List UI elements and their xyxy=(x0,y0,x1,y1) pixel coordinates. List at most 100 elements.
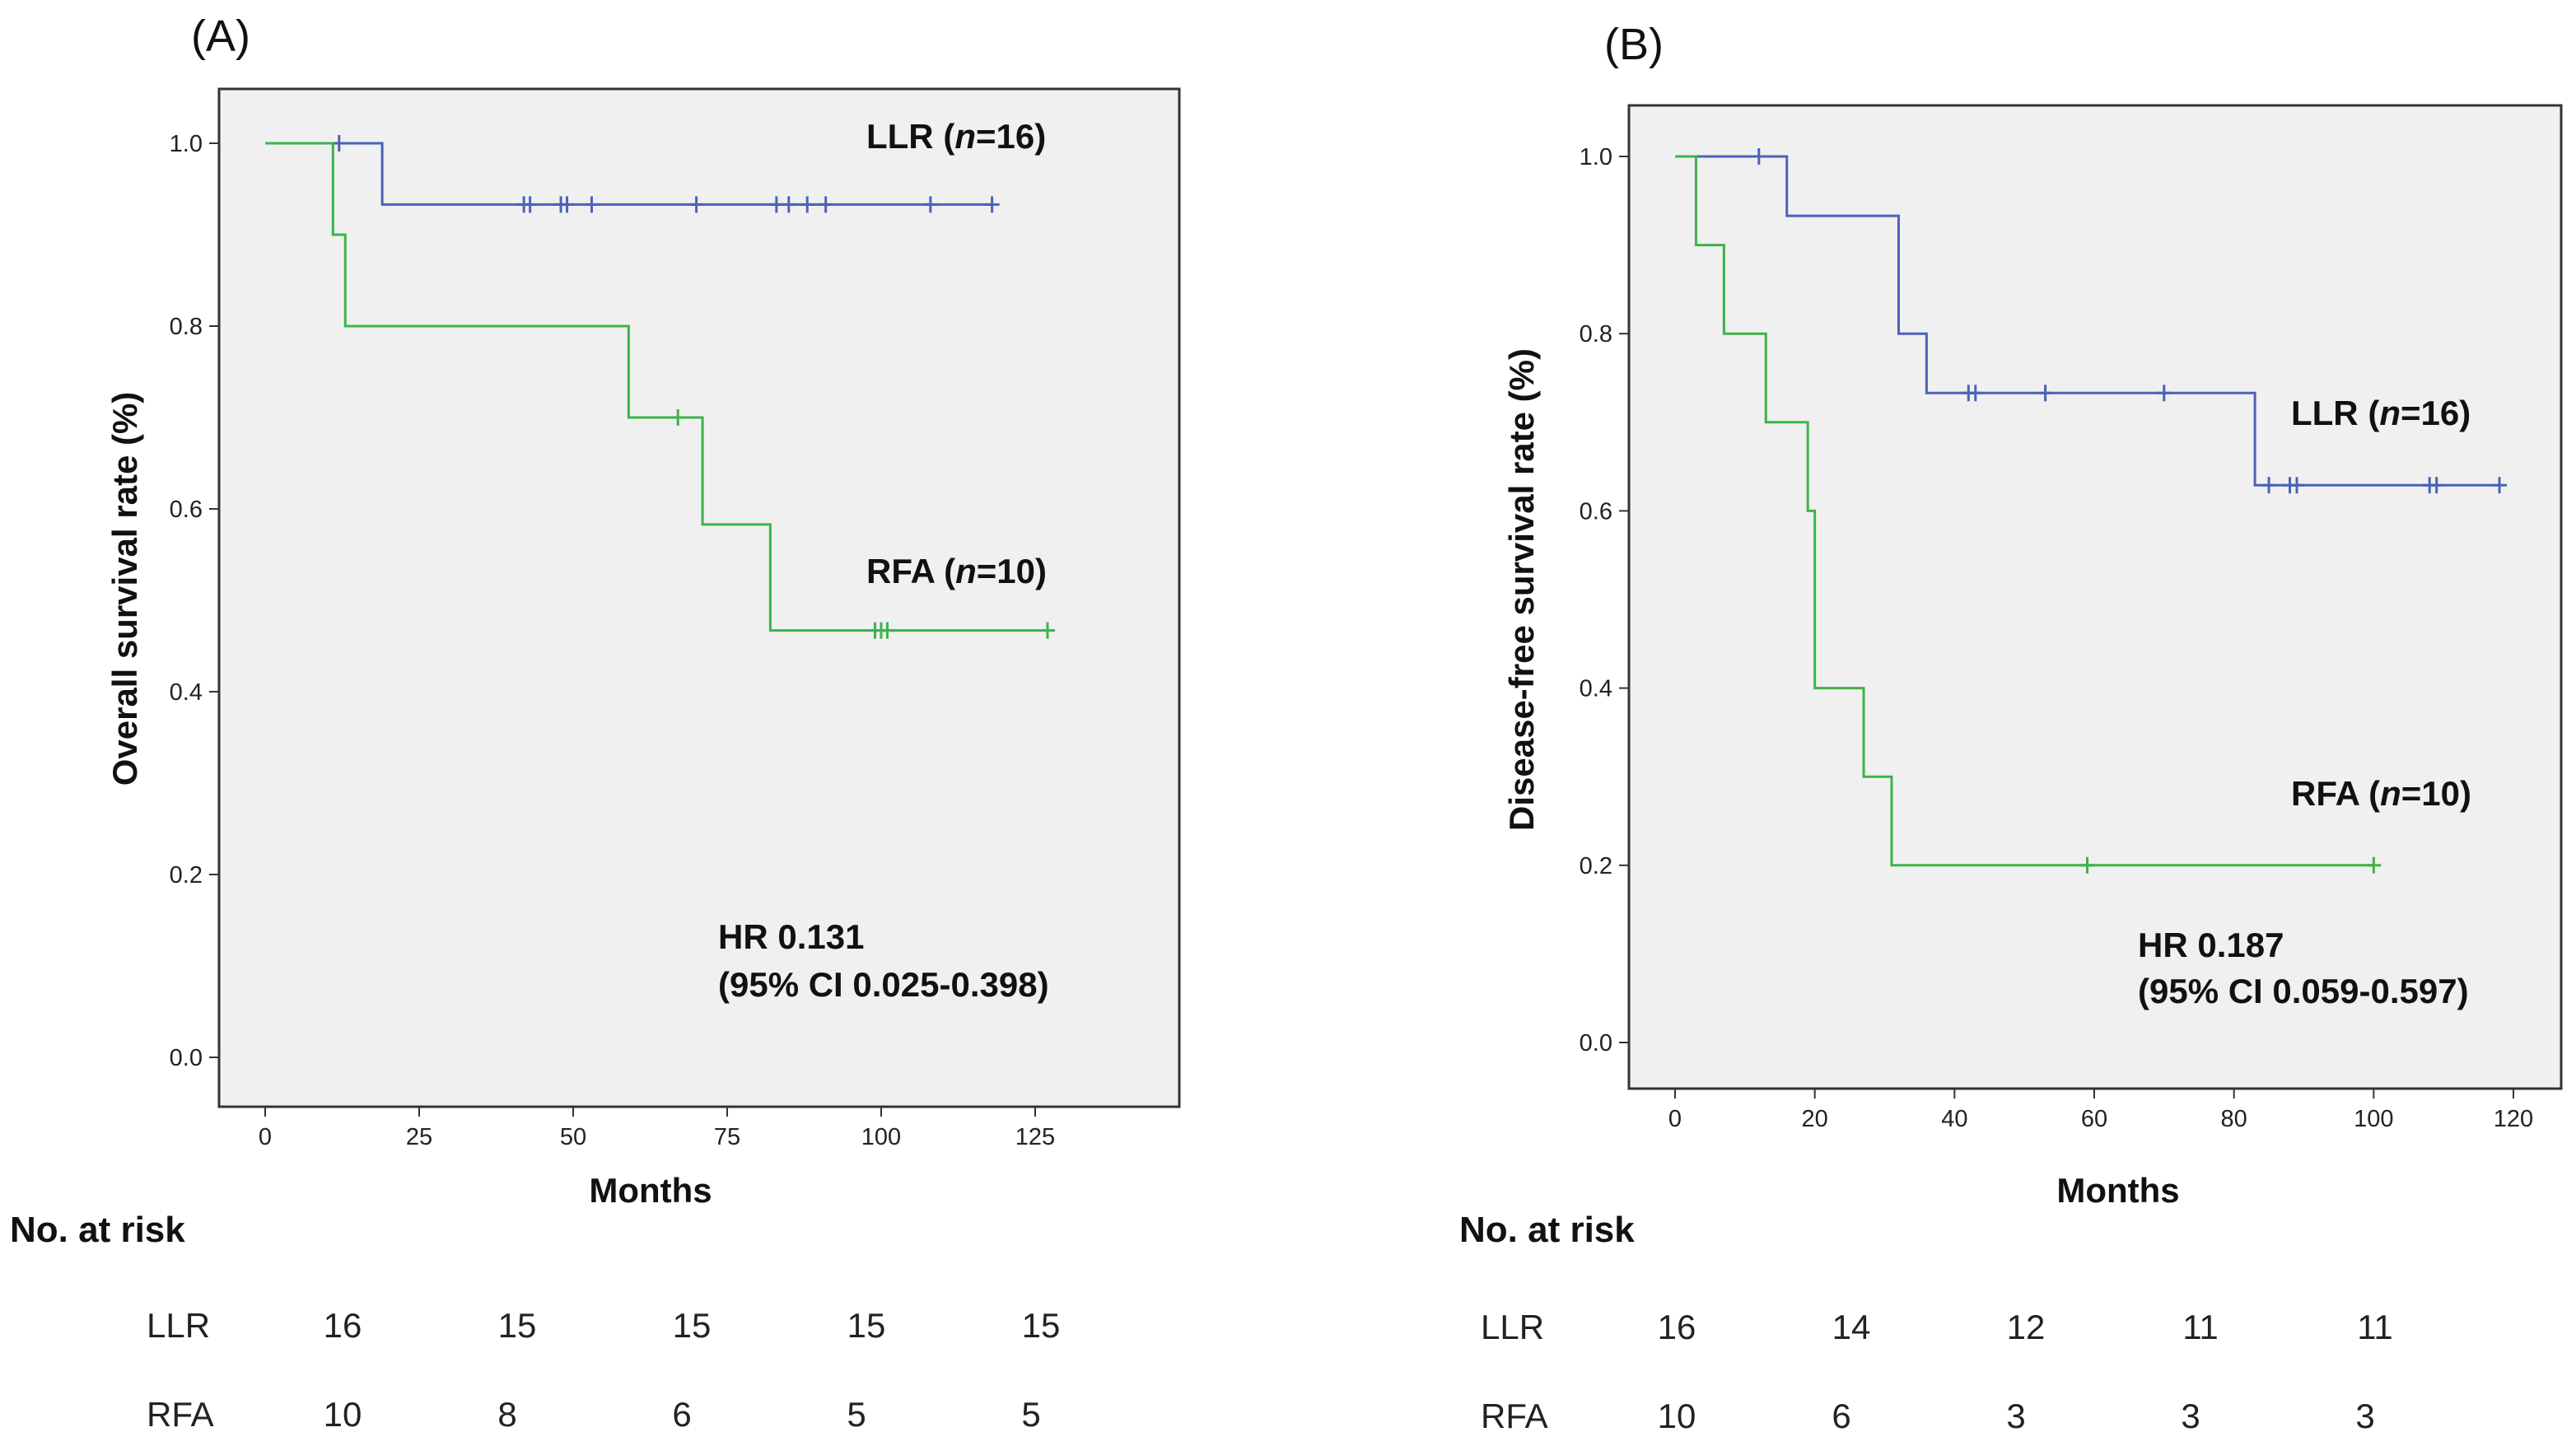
panel-a-hazard-ratio: HR 0.131 xyxy=(718,917,864,956)
panel-b-rfa-censor-mark xyxy=(2366,856,2382,874)
risk-value: 14 xyxy=(1832,1308,1871,1346)
panel-a-rfa-censor-mark xyxy=(880,622,895,639)
panel-a-y-tick-label: 0.4 xyxy=(170,679,203,706)
panel-a-llr-censor-mark xyxy=(781,196,796,213)
panel-a-llr-label: LLR (n=16) xyxy=(866,117,1046,156)
panel-a-confidence-interval: (95% CI 0.025-0.398) xyxy=(718,965,1049,1004)
panel-b-y-tick-label: 1.0 xyxy=(1580,144,1612,170)
panel-a-y-tick-label: 0.8 xyxy=(170,314,203,340)
panel-b-llr-survival-curve xyxy=(1675,155,2500,487)
panel-b-y-tick-label: 0.0 xyxy=(1580,1030,1612,1057)
panel-b-x-tick-label: 120 xyxy=(2494,1106,2533,1132)
panel-b-llr-censor-mark xyxy=(2261,477,2277,494)
panel-a-llr-censor-mark xyxy=(818,196,833,213)
panel-b-x-tick-label: 80 xyxy=(2221,1106,2247,1132)
risk-value: 15 xyxy=(498,1306,537,1345)
panel-b-rfa-label: RFA (n=10) xyxy=(2291,774,2471,813)
panel-b-risk-table: No. at risk LLR RFA 16 14 12 11 11 10 6 … xyxy=(1459,1210,2393,1435)
risk-value: 8 xyxy=(497,1395,516,1434)
risk-value: 6 xyxy=(1832,1397,1850,1435)
panel-b-y-tick-label: 0.2 xyxy=(1580,853,1612,879)
risk-value: 15 xyxy=(673,1306,712,1345)
risk-value: 10 xyxy=(324,1395,362,1434)
panel-a-y-tick-label: 0.6 xyxy=(170,497,203,523)
panel-a-risk-row-label: RFA xyxy=(147,1395,214,1434)
risk-value: 15 xyxy=(847,1306,886,1345)
panel-a-llr-censor-mark xyxy=(984,196,1000,213)
panel-a-llr-censor-mark xyxy=(559,196,575,213)
panel-a-x-tick-label: 75 xyxy=(714,1124,740,1150)
panel-b-risk-row-label: RFA xyxy=(1481,1397,1548,1435)
panel-b-y-tick-label: 0.8 xyxy=(1580,321,1612,348)
panel-b-risk-title: No. at risk xyxy=(1459,1210,1635,1250)
panel-a-y-tick-label: 0.2 xyxy=(170,862,203,889)
panel-b-x-tick-label: 100 xyxy=(2354,1106,2393,1132)
panel-b-y-axis-title: Disease-free survival rate (%) xyxy=(1502,348,1541,831)
panel-a-llr-censor-mark xyxy=(922,196,938,213)
risk-value: 3 xyxy=(2181,1397,2200,1435)
panel-a-x-tick-label: 50 xyxy=(560,1124,586,1150)
risk-value: 3 xyxy=(2355,1397,2374,1435)
panel-b-llr-censor-mark xyxy=(2429,477,2444,494)
panel-b-rfa-censor-mark xyxy=(2079,856,2095,874)
panel-a-risk-row-label: LLR xyxy=(147,1306,210,1345)
panel-b-y-tick-label: 0.4 xyxy=(1580,676,1612,702)
panel-a-llr-censor-mark xyxy=(522,196,538,213)
panel-b-llr-censor-mark xyxy=(2156,385,2172,402)
panel-b-plot-area xyxy=(1627,104,2563,1090)
panel-b-rfa-survival-curve xyxy=(1675,155,2374,867)
panel-b-risk-row-label: LLR xyxy=(1481,1308,1544,1346)
risk-value: 5 xyxy=(1021,1395,1040,1434)
panel-a-x-tick-label: 25 xyxy=(406,1124,432,1150)
panel-b-llr-censor-mark xyxy=(2492,477,2508,494)
panel-a-series xyxy=(265,135,1055,639)
panel-a-llr-censor-mark xyxy=(800,196,815,213)
panel-a-x-tick-label: 100 xyxy=(861,1124,901,1150)
panel-a-rfa-label: RFA (n=10) xyxy=(866,552,1047,590)
panel-b-axes: 0.0 0.2 0.4 0.6 0.8 1.0 0 20 40 60 80 100 120 xyxy=(1580,144,2534,1132)
panel-a-label: (A) xyxy=(191,12,250,61)
panel-b-y-tick-label: 0.6 xyxy=(1580,498,1612,525)
panel-b: (B) 0.0 0.2 0.4 0.6 0.8 1.0 0 20 40 60 80 100 120 Mo… xyxy=(1459,20,2563,1435)
panel-b-llr-censor-mark xyxy=(2037,385,2053,402)
panel-a-x-tick-label: 0 xyxy=(259,1124,272,1150)
panel-b-label: (B) xyxy=(1604,20,1664,69)
panel-b-hazard-ratio: HR 0.187 xyxy=(2138,926,2284,964)
panel-a-y-axis-title: Overall survival rate (%) xyxy=(105,392,144,786)
risk-value: 15 xyxy=(1022,1306,1061,1345)
panel-b-x-axis-title: Months xyxy=(2056,1171,2179,1210)
panel-a-x-axis-title: Months xyxy=(589,1171,712,1210)
panel-b-llr-label: LLR (n=16) xyxy=(2291,394,2471,432)
panel-b-x-tick-label: 40 xyxy=(1941,1106,1967,1132)
risk-value: 6 xyxy=(672,1395,691,1434)
panel-a-risk-title: No. at risk xyxy=(10,1210,185,1250)
panel-a-y-tick-label: 0.0 xyxy=(170,1045,203,1071)
panel-b-llr-censor-mark xyxy=(1751,148,1766,165)
panel-b-x-tick-label: 20 xyxy=(1802,1106,1828,1132)
panel-a: (A) 0.0 0.2 0.4 0.6 0.8 1.0 0 25 50 75 100 125 Mont… xyxy=(10,12,1181,1434)
panel-a-rfa-censor-mark xyxy=(1039,622,1055,639)
panel-a-plot-area xyxy=(217,87,1181,1108)
panel-a-y-tick-label: 1.0 xyxy=(170,131,203,157)
panel-b-confidence-interval: (95% CI 0.059-0.597) xyxy=(2138,972,2469,1010)
panel-a-axes: 0.0 0.2 0.4 0.6 0.8 1.0 0 25 50 75 100 125 xyxy=(170,131,1056,1150)
risk-value: 11 xyxy=(2357,1308,2393,1346)
panel-a-rfa-censor-mark xyxy=(670,409,686,426)
panel-a-x-tick-label: 125 xyxy=(1015,1124,1055,1150)
panel-b-series xyxy=(1675,148,2508,874)
risk-value: 10 xyxy=(1658,1397,1696,1435)
panel-b-x-tick-label: 0 xyxy=(1668,1106,1682,1132)
risk-value: 16 xyxy=(1658,1308,1696,1346)
panel-b-x-tick-label: 60 xyxy=(2081,1106,2107,1132)
risk-value: 3 xyxy=(2006,1397,2025,1435)
panel-a-llr-censor-mark xyxy=(688,196,704,213)
risk-value: 5 xyxy=(847,1395,866,1434)
panel-b-llr-censor-mark xyxy=(1967,385,1983,402)
risk-value: 11 xyxy=(2182,1308,2219,1346)
risk-value: 12 xyxy=(2007,1308,2046,1346)
panel-a-risk-table: No. at risk LLR RFA 16 15 15 15 15 10 8 … xyxy=(10,1210,1060,1434)
panel-b-llr-censor-mark xyxy=(2289,477,2305,494)
panel-a-llr-censor-mark xyxy=(584,196,600,213)
panel-a-rfa-survival-curve xyxy=(265,142,1048,632)
